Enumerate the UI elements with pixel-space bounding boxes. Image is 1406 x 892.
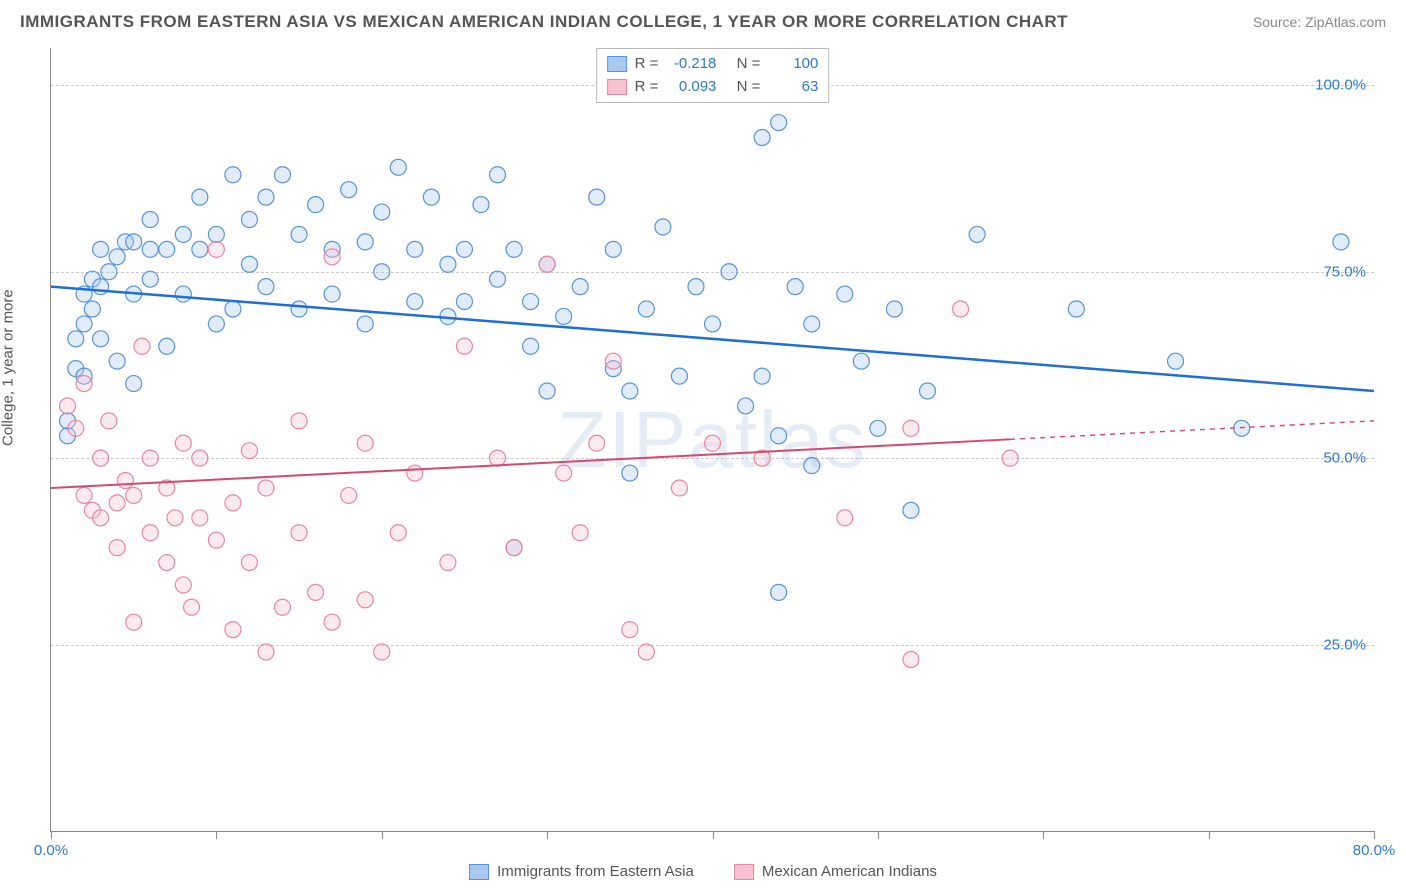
x-tick-label: 0.0% (34, 842, 68, 859)
legend-row-series-1: R = -0.218 N = 100 (607, 53, 819, 76)
series-2-name: Mexican American Indians (762, 863, 937, 880)
swatch-bottom-2 (734, 864, 754, 880)
series-1-name: Immigrants from Eastern Asia (497, 863, 694, 880)
scatter-plot-svg (51, 48, 1374, 831)
chart-title: IMMIGRANTS FROM EASTERN ASIA VS MEXICAN … (20, 12, 1068, 32)
r-label: R = (635, 53, 659, 76)
x-tick (713, 831, 714, 839)
x-tick (1043, 831, 1044, 839)
r-value-1: -0.218 (666, 53, 716, 76)
y-axis-label: College, 1 year or more (0, 289, 17, 446)
n-value-1: 100 (768, 53, 818, 76)
source-attribution: Source: ZipAtlas.com (1253, 14, 1386, 30)
swatch-bottom-1 (469, 864, 489, 880)
correlation-legend: R = -0.218 N = 100 R = 0.093 N = 63 (596, 48, 830, 103)
r-value-2: 0.093 (666, 76, 716, 99)
x-tick (382, 831, 383, 839)
x-tick (878, 831, 879, 839)
swatch-series-2 (607, 79, 627, 95)
n-label: N = (737, 76, 761, 99)
x-tick-label: 80.0% (1353, 842, 1396, 859)
series-legend: Immigrants from Eastern Asia Mexican Ame… (469, 863, 937, 880)
n-value-2: 63 (768, 76, 818, 99)
legend-item-series-2: Mexican American Indians (734, 863, 937, 880)
x-tick (1374, 831, 1375, 839)
legend-item-series-1: Immigrants from Eastern Asia (469, 863, 694, 880)
x-tick (1209, 831, 1210, 839)
r-label: R = (635, 76, 659, 99)
legend-row-series-2: R = 0.093 N = 63 (607, 76, 819, 99)
chart-plot-area: ZIPatlas R = -0.218 N = 100 R = 0.093 N … (50, 48, 1374, 832)
x-tick (51, 831, 52, 839)
x-tick (547, 831, 548, 839)
n-label: N = (737, 53, 761, 76)
swatch-series-1 (607, 56, 627, 72)
x-tick (216, 831, 217, 839)
